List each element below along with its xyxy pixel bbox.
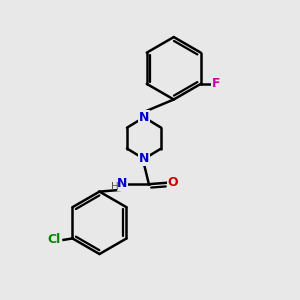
Text: N: N: [139, 152, 149, 165]
Text: Cl: Cl: [47, 233, 61, 246]
Text: N: N: [117, 177, 128, 190]
Text: N: N: [139, 111, 149, 124]
Text: H: H: [111, 182, 119, 192]
Text: O: O: [168, 176, 178, 189]
Text: F: F: [212, 77, 220, 90]
